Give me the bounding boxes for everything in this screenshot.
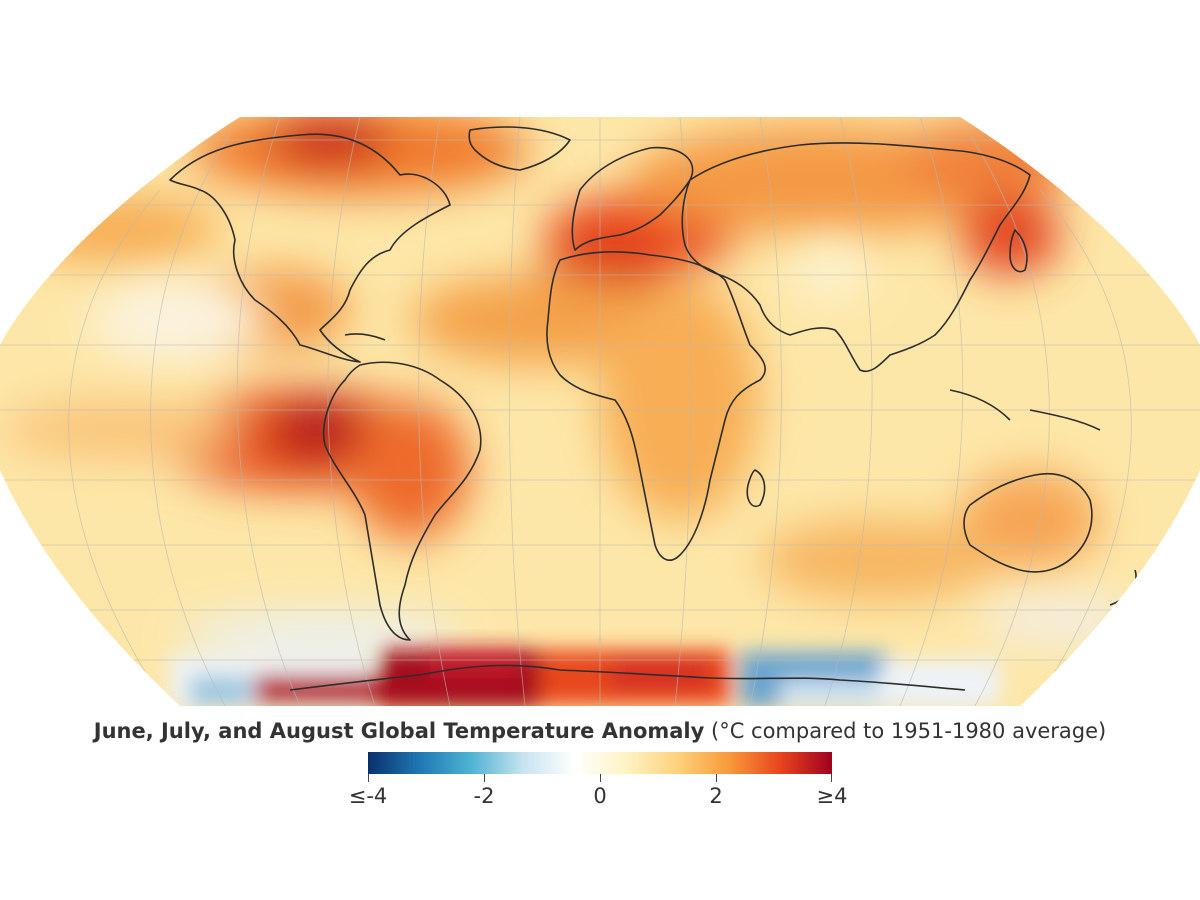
graticule bbox=[0, 117, 1200, 706]
temperature-anomaly-map bbox=[0, 117, 1200, 706]
antarctic-anomaly-layer bbox=[170, 648, 1000, 706]
colorbar bbox=[368, 752, 832, 774]
colorbar-tick-mark bbox=[716, 774, 717, 782]
colorbar-tick-label: ≥4 bbox=[816, 784, 848, 808]
australia-outline bbox=[963, 473, 1093, 573]
north-america-outline bbox=[169, 133, 451, 363]
colorbar-tick-mark bbox=[831, 774, 832, 782]
south-america-outline bbox=[322, 361, 482, 641]
colorbar-tick-mark bbox=[368, 774, 369, 782]
colorbar-tick-label: 2 bbox=[709, 784, 723, 808]
antarctica-outline bbox=[289, 664, 966, 691]
title-units: (°C compared to 1951-1980 average) bbox=[711, 719, 1107, 743]
colorbar-tick-label: -2 bbox=[473, 784, 495, 808]
coastlines bbox=[169, 126, 1137, 691]
colorbar-tick-mark bbox=[484, 774, 485, 782]
asia-outline bbox=[681, 142, 1031, 373]
colorbar-tick-label: ≤-4 bbox=[348, 784, 388, 808]
africa-outline bbox=[546, 250, 766, 561]
map-title: June, July, and August Global Temperatur… bbox=[0, 719, 1200, 743]
title-main: June, July, and August Global Temperatur… bbox=[93, 719, 705, 743]
colorbar-tick-label: 0 bbox=[593, 784, 607, 808]
europe-outline bbox=[571, 146, 694, 251]
colorbar-tick-mark bbox=[600, 774, 601, 782]
greenland-outline bbox=[468, 126, 571, 171]
